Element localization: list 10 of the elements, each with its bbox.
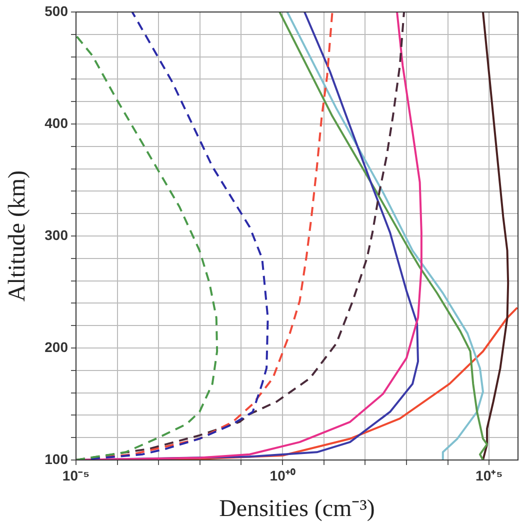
y-axis-title: Altitude (km) bbox=[4, 170, 31, 302]
x-tick-label: 10⁺⁵ bbox=[476, 467, 503, 484]
x-tick-label: 10⁺⁰ bbox=[270, 467, 296, 484]
y-tick-label: 300 bbox=[44, 226, 68, 243]
y-tick-label: 400 bbox=[44, 114, 68, 131]
x-tick-label: 10⁻⁵ bbox=[62, 467, 90, 484]
y-tick-label: 100 bbox=[44, 450, 68, 467]
y-tick-label: 200 bbox=[44, 338, 68, 355]
x-axis-title: Densities (cm⁻³) bbox=[219, 496, 375, 522]
y-tick-label: 500 bbox=[44, 2, 68, 19]
